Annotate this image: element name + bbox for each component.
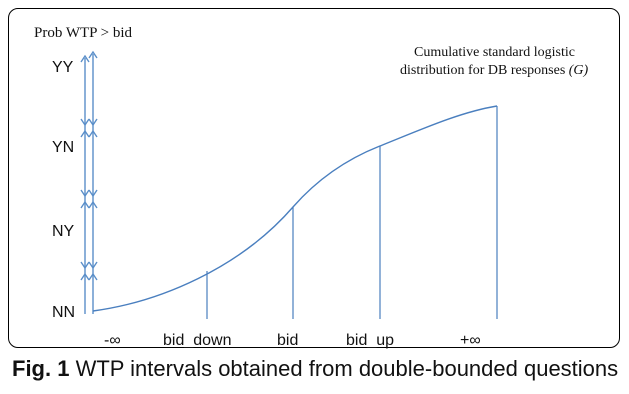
arrow-down-left-2	[80, 261, 90, 270]
arrow-up-right-top	[88, 50, 98, 59]
arrow-up-left-1	[80, 200, 90, 209]
arrow-down-right-2	[88, 261, 98, 270]
arrow-up-right-2	[88, 272, 98, 281]
curve-label-line2: distribution for DB responses (G)	[400, 63, 589, 78]
arrow-up-left-0	[80, 129, 90, 138]
interval-label-nn: NN	[52, 304, 75, 321]
arrow-up-right-0	[88, 129, 98, 138]
curve-label-symbol: (G)	[569, 63, 589, 78]
interval-label-yy: YY	[52, 59, 74, 76]
arrow-down-left-0	[80, 118, 90, 127]
arrow-down-left-1	[80, 189, 90, 198]
arrow-up-left-top	[80, 54, 90, 63]
arrow-up-left-2	[80, 272, 90, 281]
interval-label-yn: YN	[52, 139, 74, 156]
caption-text: WTP intervals obtained from double-bound…	[69, 356, 619, 381]
arrow-up-right-1	[88, 200, 98, 209]
curve-label-line1: Cumulative standard logistic	[414, 45, 575, 60]
curve-label-line2-prefix: distribution for DB responses	[400, 63, 569, 78]
interval-arrows	[80, 50, 98, 281]
figure-caption: Fig. 1 WTP intervals obtained from doubl…	[12, 356, 622, 382]
x-label-bid: bid	[277, 332, 298, 349]
x-label-bid-up: bid_up	[346, 332, 394, 349]
x-label-minus-infinity: -∞	[104, 332, 121, 349]
caption-lead: Fig. 1	[12, 356, 70, 381]
arrow-down-right-0	[88, 118, 98, 127]
interval-label-ny: NY	[52, 223, 75, 240]
x-label-bid-down: bid_down	[163, 332, 232, 349]
logistic-curve	[92, 105, 498, 312]
x-label-plus-infinity: +∞	[460, 332, 481, 349]
figure-frame	[8, 8, 620, 348]
arrow-down-right-1	[88, 189, 98, 198]
y-axis-title: Prob WTP > bid	[34, 25, 133, 41]
